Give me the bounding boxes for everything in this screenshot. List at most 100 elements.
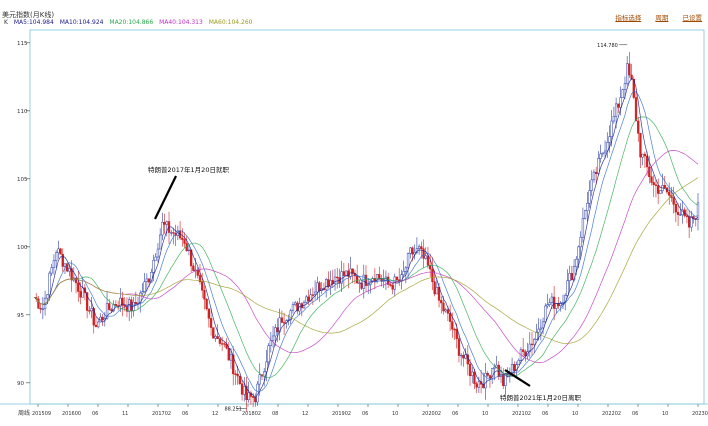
candle-body: [632, 79, 635, 98]
candle-body: [597, 158, 600, 175]
candle-body: [433, 281, 436, 295]
candle-body: [409, 247, 412, 254]
candle-body: [690, 216, 693, 228]
ma60-label: MA60:104.260: [208, 19, 253, 26]
candle-body: [90, 308, 93, 312]
candle-body: [289, 310, 292, 321]
candle-body: [654, 184, 658, 186]
candle-body: [537, 328, 540, 333]
candle-body: [659, 190, 662, 194]
settings-link[interactable]: 已设置: [682, 14, 703, 22]
candle-body: [243, 386, 246, 395]
candle-body: [263, 371, 266, 377]
candle-body: [291, 304, 295, 311]
ma40-line: [33, 150, 699, 363]
candle-body: [88, 310, 91, 312]
y-tick-label: 95: [17, 313, 24, 319]
ma20-label: MA20:104.866: [109, 19, 154, 26]
candle-body: [223, 343, 226, 345]
candle-body: [533, 339, 536, 345]
candle-body: [114, 304, 118, 306]
candle-body: [163, 222, 166, 225]
candle-body: [696, 202, 700, 220]
x-tick-label: 12: [302, 411, 308, 417]
candle-body: [81, 287, 84, 298]
candle-body: [214, 336, 217, 339]
x-tick-label: 06: [182, 411, 188, 417]
candle-body: [59, 248, 62, 255]
indicator-select-link[interactable]: 指标选择: [615, 14, 642, 22]
candle-body: [491, 368, 494, 379]
period-link[interactable]: 周期: [655, 14, 669, 22]
candle-body: [358, 282, 361, 284]
y-tick-label: 115: [17, 41, 28, 47]
candle-body: [294, 302, 297, 305]
candle-body: [121, 297, 124, 306]
x-tick-label: 10: [572, 411, 578, 417]
candle-body: [652, 182, 655, 186]
candle-body: [316, 282, 319, 293]
candle-body: [147, 278, 151, 283]
candle-body: [249, 392, 253, 397]
candle-body: [282, 322, 286, 324]
candle-body: [327, 279, 330, 287]
candle-body: [373, 278, 377, 282]
x-tick-label: 12: [212, 411, 218, 417]
candle-body: [422, 248, 425, 259]
candle-body: [79, 291, 82, 298]
candle-body: [247, 392, 250, 401]
candle-body: [41, 308, 45, 310]
candle-body: [325, 279, 328, 291]
candle-body: [457, 338, 461, 356]
x-tick-label: 201802: [242, 411, 261, 417]
annotation-departure: 特朗普2021年1月20日离职: [500, 393, 581, 402]
candle-body: [448, 313, 452, 322]
candle-body: [355, 275, 359, 284]
candle-body: [344, 270, 348, 276]
candle-body: [442, 302, 445, 312]
candle-body: [451, 321, 454, 330]
candle-body: [570, 273, 573, 281]
candle-body: [473, 371, 476, 384]
candle-body: [145, 278, 149, 283]
x-tick-label: 202002: [422, 411, 441, 417]
candle-body: [187, 249, 191, 252]
candle-body: [66, 263, 69, 272]
candle-body: [101, 316, 104, 321]
x-tick-label: 202202: [602, 411, 621, 417]
candle-body: [152, 259, 155, 273]
candle-body: [676, 211, 680, 216]
candle-body: [471, 371, 474, 376]
candle-body: [515, 364, 518, 371]
ma10-line: [33, 91, 699, 392]
candle-body: [548, 302, 551, 305]
candle-body: [220, 343, 224, 345]
candle-body: [460, 354, 463, 357]
candle-body: [402, 271, 405, 275]
candle-body: [420, 246, 423, 250]
candle-body: [391, 285, 394, 290]
candle-body: [74, 277, 78, 284]
candle-body: [426, 255, 430, 266]
candle-body: [486, 372, 489, 376]
candle-body: [555, 303, 558, 309]
x-tick-label: 201509: [32, 411, 51, 417]
candle-body: [557, 303, 560, 307]
x-tick-label: 06: [542, 411, 548, 417]
candle-body: [614, 103, 618, 117]
candle-body: [619, 97, 622, 108]
header-links: 指标选择 周期 已设置: [603, 12, 702, 22]
annotation-arrow-inauguration: [154, 175, 177, 220]
candle-body: [216, 336, 219, 339]
candle-body: [464, 354, 467, 359]
y-tick-label: 105: [17, 177, 28, 183]
candle-body: [218, 338, 222, 344]
candle-body: [50, 267, 53, 274]
x-tick-label: 10: [662, 411, 668, 417]
candle-body: [212, 327, 215, 339]
candle-body: [207, 308, 211, 319]
candle-body: [592, 171, 596, 181]
candle-body: [139, 292, 142, 304]
candle-body: [601, 152, 604, 155]
